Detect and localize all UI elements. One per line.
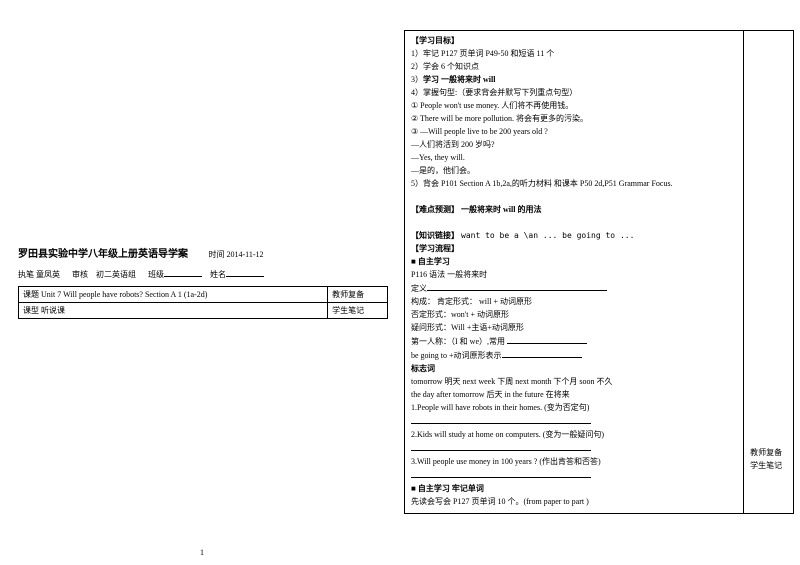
doc-title: 罗田县实验中学八年级上册英语导学案 [18, 249, 188, 260]
exercise-item: 2.Kids will study at home on computers. … [411, 429, 737, 441]
left-info-table: 课题 Unit 7 Will people have robots? Secti… [18, 286, 388, 319]
goal-item: 3）学习 一般将来时 will [411, 74, 737, 86]
class-label: 班级 [148, 270, 164, 279]
exercise-blank [411, 415, 737, 428]
author-label: 执笔 童凤英 [18, 270, 60, 279]
date-block: 时间 2014-11-12 [209, 250, 264, 259]
author-line: 执笔 童凤英 审核 初二英语组 班级 姓名 [0, 268, 400, 280]
name-label: 姓名 [210, 270, 226, 279]
table-row: 【学习目标】 1）牢记 P127 页单词 P49-50 和短语 11 个 2）学… [405, 31, 794, 514]
type-cell: 课型 听说课 [19, 303, 328, 319]
difficulty-heading: 【难点预测】 一般将来时 will 的用法 [411, 204, 737, 216]
flow-heading: 【学习流程】 [411, 243, 737, 255]
marker-heading: 标志词 [411, 363, 737, 375]
goal-item: 4）掌握句型:（要求背会并默写下列重点句型） [411, 87, 737, 99]
first-blank [507, 335, 587, 344]
exercise-item: 3.Will people use money in 100 years ? (… [411, 456, 737, 468]
def-blank [427, 282, 607, 291]
goal-item: 5）背会 P101 Section A 1b,2a,的听力材料 和课本 P50 … [411, 178, 737, 190]
side-note-1: 教师复备 [750, 447, 787, 459]
going-blank [502, 349, 582, 358]
goal-sub: ① People won't use money. 人们将不再使用钱。 [411, 100, 737, 112]
side-note-2: 学生笔记 [750, 460, 787, 472]
marker-line: the day after tomorrow 后天 in the future … [411, 389, 737, 401]
exercise-blank [411, 442, 737, 455]
goal-sub: ② There will be more pollution. 将会有更多的污染… [411, 113, 737, 125]
first-person-line: 第一人称：（I 和 we）,常用 [411, 335, 737, 348]
ques-line: 疑问形式：Will +主语+动词原形 [411, 322, 737, 334]
topic-cell: 课题 Unit 7 Will people have robots? Secti… [19, 287, 328, 303]
goal-sub: —Yes, they will. [411, 152, 737, 164]
spacer [411, 191, 737, 203]
doc-title-line: 罗田县实验中学八年级上册英语导学案 时间 2014-11-12 [0, 245, 400, 260]
side-cell-2: 学生笔记 [328, 303, 388, 319]
first-label: 第一人称：（I 和 we）,常用 [411, 337, 505, 346]
date-label: 时间 [209, 250, 225, 259]
grammar-ref: P116 语法 一般将来时 [411, 269, 737, 281]
neg-line: 否定形式：won't + 动词原形 [411, 309, 737, 321]
main-content-cell: 【学习目标】 1）牢记 P127 页单词 P49-50 和短语 11 个 2）学… [405, 31, 744, 514]
side-cell-1: 教师复备 [328, 287, 388, 303]
marker-line: tomorrow 明天 next week 下周 next month 下个月 … [411, 376, 737, 388]
name-blank [226, 268, 264, 277]
goals-heading: 【学习目标】 [411, 35, 737, 47]
answer-blank [411, 415, 591, 424]
goal-sub: —人们将活到 200 岁吗? [411, 139, 737, 151]
class-blank [164, 268, 202, 277]
link-text: want to be a \an ... be going to ... [461, 231, 634, 240]
self-study-2-heading: ■ 自主学习 牢记单词 [411, 483, 737, 495]
table-row: 课题 Unit 7 Will people have robots? Secti… [19, 287, 388, 303]
struct-line: 构成： 肯定形式： will + 动词原形 [411, 296, 737, 308]
going-label: be going to +动词原形表示 [411, 351, 502, 360]
link-line: 【知识链接】 want to be a \an ... be going to … [411, 230, 737, 242]
answer-blank [411, 442, 591, 451]
spacer [411, 217, 737, 229]
goal-item: 2）学会 6 个知识点 [411, 61, 737, 73]
self-study-heading: ■ 自主学习 [411, 256, 737, 268]
exercise-blank [411, 469, 737, 482]
right-page: 【学习目标】 1）牢记 P127 页单词 P49-50 和短语 11 个 2）学… [400, 0, 800, 565]
review-label: 审核 [72, 270, 88, 279]
definition-line: 定义 [411, 282, 737, 295]
page-number: 1 [200, 548, 204, 557]
date-value: 2014-11-12 [227, 250, 264, 259]
left-page: 罗田县实验中学八年级上册英语导学案 时间 2014-11-12 执笔 童凤英 审… [0, 0, 400, 565]
right-content-table: 【学习目标】 1）牢记 P127 页单词 P49-50 和短语 11 个 2）学… [404, 30, 794, 514]
table-row: 课型 听说课 学生笔记 [19, 303, 388, 319]
link-heading: 【知识链接】 [411, 231, 459, 240]
goal-sub: —是的，他们会。 [411, 165, 737, 177]
def-label: 定义 [411, 284, 427, 293]
goal-sub: ③ —Will people live to be 200 years old … [411, 126, 737, 138]
side-note-cell: 教师复备 学生笔记 [744, 31, 794, 514]
answer-blank [411, 469, 591, 478]
review-value: 初二英语组 [96, 270, 136, 279]
self-study-2-text: 先读会写会 P127 页单词 10 个。(from paper to part … [411, 496, 737, 508]
goal-item: 1）牢记 P127 页单词 P49-50 和短语 11 个 [411, 48, 737, 60]
going-to-line: be going to +动词原形表示 [411, 349, 737, 362]
exercise-item: 1.People will have robots in their homes… [411, 402, 737, 414]
